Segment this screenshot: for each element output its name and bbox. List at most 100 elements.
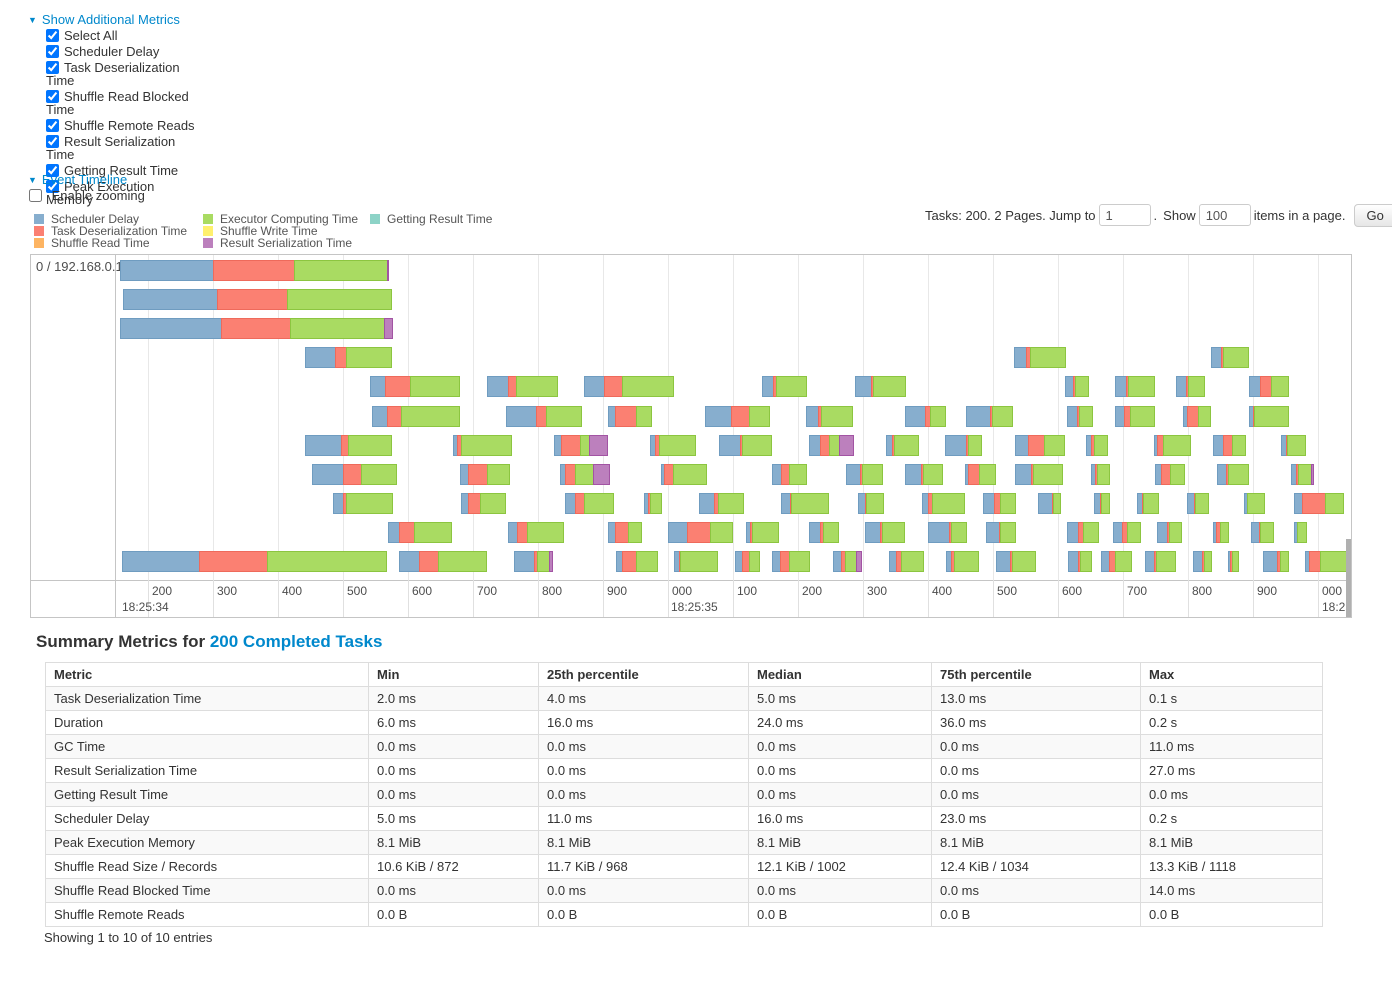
task-bar[interactable] <box>1067 522 1099 543</box>
task-bar[interactable] <box>1249 376 1289 397</box>
task-bar[interactable] <box>674 551 718 572</box>
task-bar[interactable] <box>905 464 943 485</box>
task-bar[interactable] <box>1155 464 1185 485</box>
metric-checkbox[interactable] <box>46 61 59 74</box>
task-bar[interactable] <box>608 522 642 543</box>
task-bar[interactable] <box>1094 493 1110 514</box>
task-bar[interactable] <box>1154 435 1191 456</box>
task-bar[interactable] <box>735 551 760 572</box>
task-bar[interactable] <box>122 551 387 572</box>
task-bar[interactable] <box>1263 551 1289 572</box>
go-button[interactable]: Go <box>1354 203 1392 227</box>
task-bar[interactable] <box>1157 522 1182 543</box>
metric-checkbox[interactable] <box>46 180 59 193</box>
task-bar[interactable] <box>1291 464 1314 485</box>
task-bar[interactable] <box>1193 551 1212 572</box>
task-bar[interactable] <box>905 406 946 427</box>
task-bar[interactable] <box>1067 406 1093 427</box>
task-bar[interactable] <box>965 464 996 485</box>
task-bar[interactable] <box>699 493 744 514</box>
task-bar[interactable] <box>946 551 979 572</box>
task-bar[interactable] <box>372 406 460 427</box>
task-bar[interactable] <box>453 435 512 456</box>
task-bar[interactable] <box>886 435 919 456</box>
task-bar[interactable] <box>584 376 674 397</box>
task-bar[interactable] <box>922 493 965 514</box>
task-bar[interactable] <box>846 464 883 485</box>
task-bar[interactable] <box>772 464 807 485</box>
show-additional-metrics-label[interactable]: Show Additional Metrics <box>41 12 180 27</box>
task-bar[interactable] <box>1113 522 1141 543</box>
task-bar[interactable] <box>1249 406 1289 427</box>
jump-to-page-input[interactable] <box>1098 204 1151 226</box>
task-bar[interactable] <box>705 406 770 427</box>
task-bar[interactable] <box>719 435 772 456</box>
task-bar[interactable] <box>762 376 807 397</box>
task-bar[interactable] <box>487 376 558 397</box>
event-timeline-toggle[interactable]: ▼ Event Timeline <box>28 172 127 187</box>
task-bar[interactable] <box>514 551 553 572</box>
task-bar[interactable] <box>608 406 652 427</box>
task-bar[interactable] <box>1176 376 1205 397</box>
task-bar[interactable] <box>996 551 1036 572</box>
task-bar[interactable] <box>809 435 854 456</box>
task-bar[interactable] <box>305 347 392 368</box>
task-bar[interactable] <box>1115 376 1155 397</box>
task-bar[interactable] <box>833 551 862 572</box>
task-bar[interactable] <box>928 522 967 543</box>
task-bar[interactable] <box>1228 551 1239 572</box>
task-bar[interactable] <box>1014 347 1066 368</box>
task-bar[interactable] <box>333 493 393 514</box>
task-bar[interactable] <box>1251 522 1274 543</box>
event-timeline-label[interactable]: Event Timeline <box>41 172 128 187</box>
task-bar[interactable] <box>120 318 393 339</box>
task-bar[interactable] <box>1015 435 1065 456</box>
task-bar[interactable] <box>1137 493 1159 514</box>
task-bar[interactable] <box>1294 522 1307 543</box>
task-bar[interactable] <box>565 493 614 514</box>
task-bar[interactable] <box>616 551 658 572</box>
items-per-page-input[interactable] <box>1198 204 1251 226</box>
task-bar[interactable] <box>1015 464 1063 485</box>
completed-tasks-link[interactable]: 200 Completed Tasks <box>209 632 383 651</box>
task-bar[interactable] <box>983 493 1016 514</box>
task-bar[interactable] <box>506 406 582 427</box>
task-bar[interactable] <box>1183 406 1211 427</box>
task-bar[interactable] <box>650 435 696 456</box>
show-additional-metrics-toggle[interactable]: ▼ Show Additional Metrics <box>28 12 180 27</box>
task-bar[interactable] <box>809 522 839 543</box>
task-bar[interactable] <box>312 464 397 485</box>
task-bar[interactable] <box>1217 464 1249 485</box>
task-bar[interactable] <box>1213 522 1229 543</box>
task-bar[interactable] <box>1305 551 1349 572</box>
metric-checkbox[interactable] <box>46 45 59 58</box>
task-bar[interactable] <box>554 435 608 456</box>
task-bar[interactable] <box>806 406 853 427</box>
task-bar[interactable] <box>123 289 392 310</box>
task-bar[interactable] <box>661 464 707 485</box>
task-bar[interactable] <box>781 493 829 514</box>
task-bar[interactable] <box>1101 551 1132 572</box>
task-bar[interactable] <box>508 522 564 543</box>
task-bar[interactable] <box>370 376 460 397</box>
task-bar[interactable] <box>1213 435 1246 456</box>
task-bar[interactable] <box>644 493 662 514</box>
task-bar[interactable] <box>399 551 487 572</box>
task-bar[interactable] <box>388 522 452 543</box>
metric-checkbox[interactable] <box>46 119 59 132</box>
task-bar[interactable] <box>1115 406 1155 427</box>
task-bar[interactable] <box>1065 376 1089 397</box>
metric-checkbox[interactable] <box>46 90 59 103</box>
task-bar[interactable] <box>746 522 779 543</box>
event-timeline-chart[interactable]: 0 / 192.168.0.14 200 300 400 500 600 700 800 90… <box>30 254 1352 618</box>
enable-zooming-checkbox[interactable] <box>29 189 42 202</box>
task-bar[interactable] <box>855 376 906 397</box>
task-bar[interactable] <box>966 406 1013 427</box>
task-bar[interactable] <box>772 551 810 572</box>
task-bar[interactable] <box>858 493 884 514</box>
task-bar[interactable] <box>1086 435 1108 456</box>
timeline-scrollbar-thumb[interactable] <box>1346 539 1351 617</box>
task-bar[interactable] <box>120 260 389 281</box>
task-bar[interactable] <box>1281 435 1306 456</box>
task-bar[interactable] <box>1091 464 1110 485</box>
